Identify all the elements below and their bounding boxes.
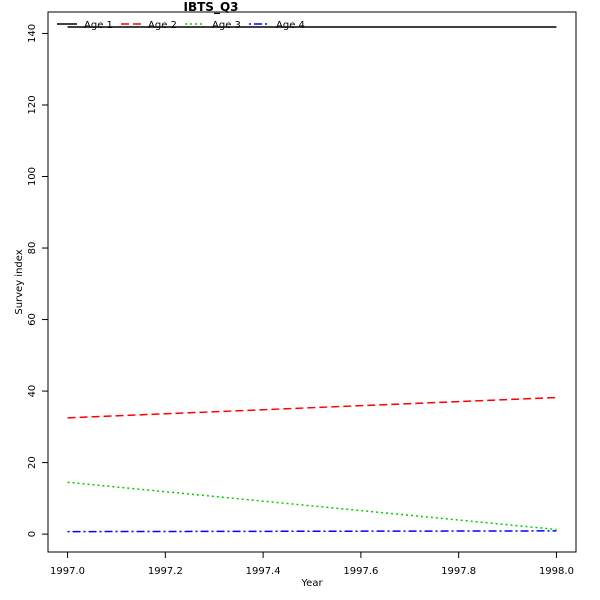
y-tick-label: 40 [27,385,38,398]
x-tick-label: 1998.0 [539,566,574,577]
y-tick-label: 20 [27,456,38,469]
series-line-3 [67,481,557,531]
plot-frame [47,11,577,553]
x-tick-label: 1997.6 [343,566,378,577]
legend: Age 1 Age 2 Age 3 Age 4 [57,20,305,31]
x-tick-label: 1997.8 [441,566,476,577]
y-tick-label: 120 [27,95,38,114]
x-axis: 1997.0 1997.2 1997.4 1997.6 1997.8 1998.0 [50,551,574,577]
series-line-2 [67,396,557,419]
legend-label-3: Age 3 [212,20,241,31]
legend-label-4: Age 4 [276,20,305,31]
y-tick-label: 80 [27,242,38,255]
x-axis-title: Year [300,578,323,589]
x-tick-label: 1997.2 [148,566,183,577]
legend-label-1: Age 1 [84,20,113,31]
chart-title: IBTS_Q3 [184,0,239,15]
x-tick-label: 1997.4 [246,566,281,577]
y-axis: 0 20 40 60 80 100 120 140 [27,24,49,537]
x-tick-label: 1997.0 [50,566,85,577]
series-layer [67,26,557,533]
legend-label-2: Age 2 [148,20,177,31]
y-tick-label: 100 [27,167,38,186]
y-tick-label: 140 [27,24,38,43]
y-tick-label: 60 [27,313,38,326]
y-axis-title: Survey index [14,249,25,314]
series-line-4 [67,530,557,533]
y-tick-label: 0 [27,531,38,537]
